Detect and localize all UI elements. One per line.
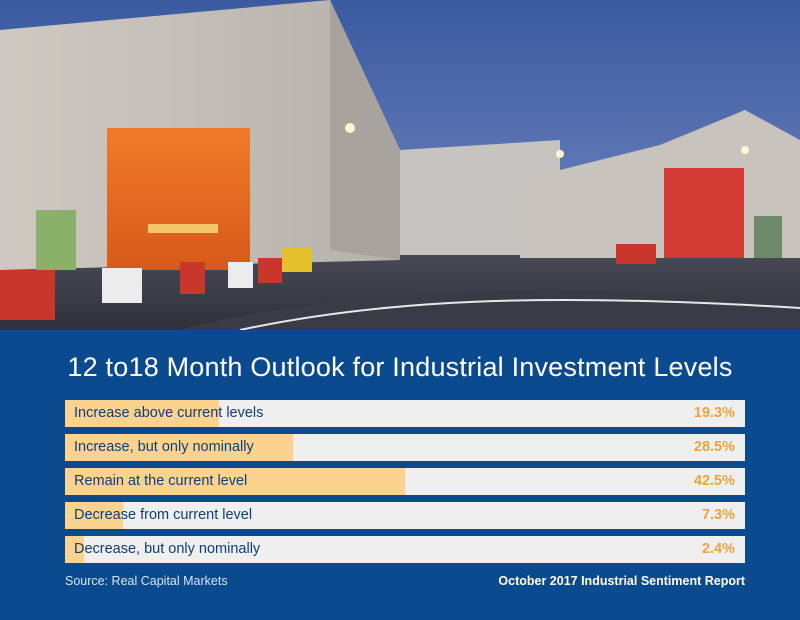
bar-row: Decrease from current level 7.3%	[65, 502, 745, 529]
chart-panel: 12 to18 Month Outlook for Industrial Inv…	[0, 330, 800, 620]
bar-value-label: 42.5%	[693, 473, 735, 489]
bar	[65, 468, 405, 495]
bar-row: Decrease, but only nominally 2.4%	[65, 536, 745, 563]
bar-value-label: 2.4%	[701, 541, 735, 557]
chart-title: 12 to18 Month Outlook for Industrial Inv…	[67, 352, 733, 382]
bar-label: Increase, but only nominally	[74, 439, 254, 455]
bar-row: Increase above current levels 19.3%	[65, 400, 745, 427]
report-name: October 2017 Industrial Sentiment Report	[498, 574, 745, 588]
bar	[65, 502, 123, 529]
bar-row: Increase, but only nominally 28.5%	[65, 434, 745, 461]
warehouse-photo	[0, 0, 800, 330]
bar-list: Increase above current levels 19.3% Increa…	[65, 400, 745, 570]
bar-label: Decrease, but only nominally	[74, 541, 261, 557]
bar-value-label: 28.5%	[693, 439, 735, 455]
source-note: Source: Real Capital Markets	[65, 574, 228, 588]
bar	[65, 434, 293, 461]
bar-label: Decrease from current level	[74, 507, 253, 523]
bar-value-label: 7.3%	[701, 507, 735, 523]
bar-label: Increase above current levels	[74, 405, 264, 421]
bar-value-label: 19.3%	[693, 405, 735, 421]
bar-label: Remain at the current level	[74, 473, 248, 489]
bar	[65, 536, 84, 563]
bar-row: Remain at the current level 42.5%	[65, 468, 745, 495]
bar	[65, 400, 219, 427]
